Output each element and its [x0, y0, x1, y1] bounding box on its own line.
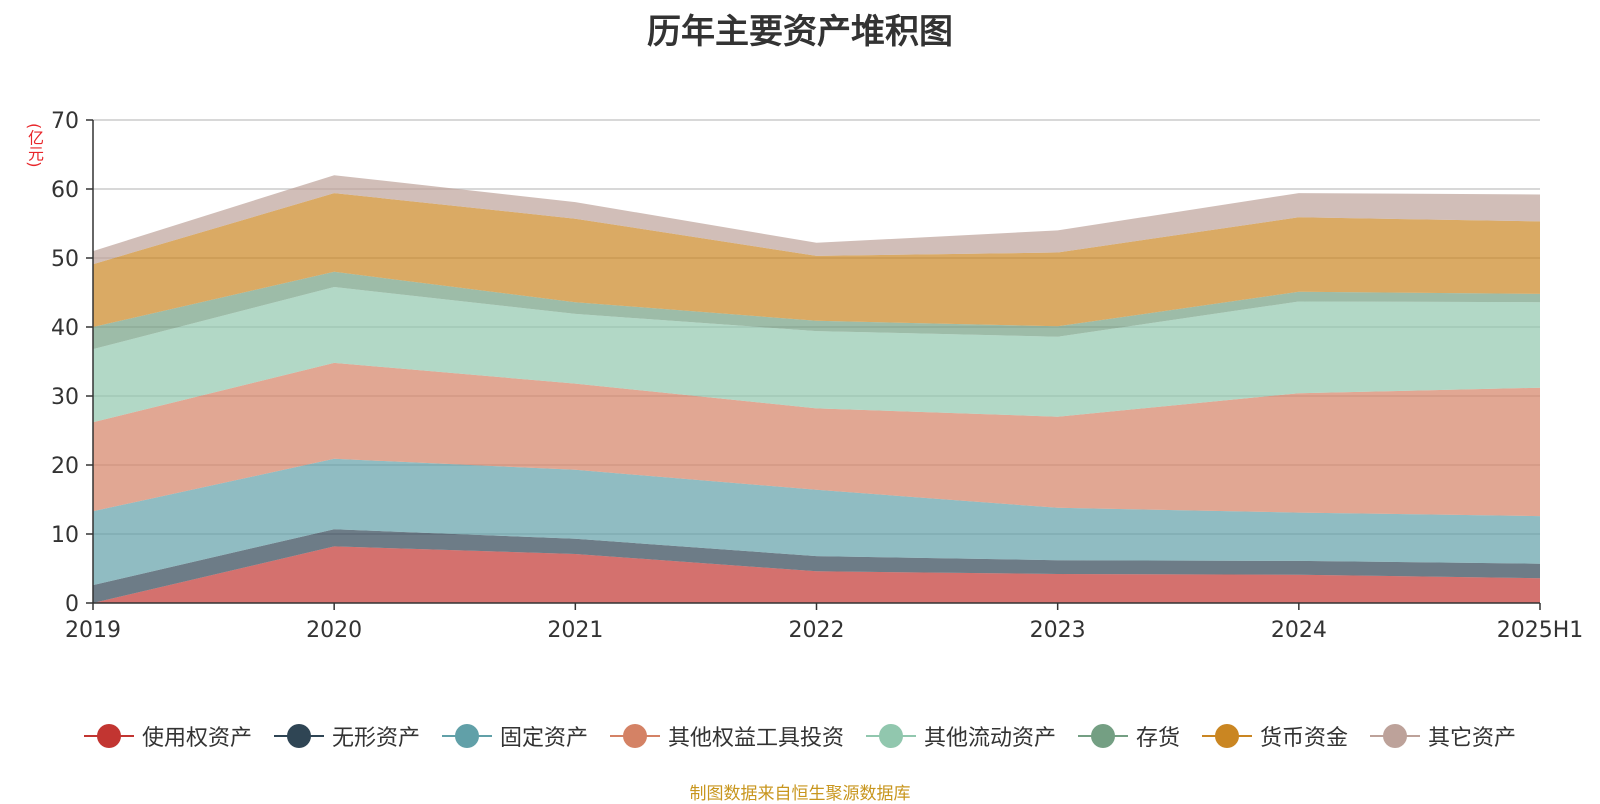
legend-marker-icon — [1078, 723, 1129, 749]
legend-label: 使用权资产 — [141, 726, 252, 751]
axes: 0 10 20 30 40 50 60 70 2019 2020 2021 2022 2023 2024 2… — [51, 109, 1583, 643]
legend-marker-icon — [1370, 723, 1421, 749]
area-series-0 — [93, 546, 1540, 603]
y-tick-label: 10 — [51, 523, 79, 548]
x-tick-label: 2023 — [1030, 618, 1086, 643]
y-tick-label: 30 — [51, 385, 79, 410]
x-tick-label: 2020 — [306, 618, 362, 643]
area-series-1 — [93, 529, 1540, 603]
legend-marker-icon — [1202, 723, 1253, 749]
legend-item[interactable]: 其他流动资产 — [866, 720, 1056, 752]
y-tick-label: 70 — [51, 109, 79, 134]
legend-marker-icon — [83, 723, 134, 749]
legend-marker-icon — [609, 723, 660, 749]
legend-label: 固定资产 — [499, 726, 588, 751]
legend-item[interactable]: 其它资产 — [1370, 720, 1516, 752]
legend-marker-icon — [866, 723, 916, 749]
y-tick-label: 60 — [51, 178, 79, 203]
area-series-2 — [93, 458, 1540, 586]
x-tick-label: 2021 — [547, 618, 603, 643]
legend-item[interactable]: 无形资产 — [273, 720, 420, 752]
y-tick-label: 0 — [65, 592, 79, 617]
legend-label: 其它资产 — [1428, 726, 1517, 751]
legend-item[interactable]: 固定资产 — [441, 720, 588, 752]
legend-item[interactable]: 其他权益工具投资 — [609, 720, 844, 752]
stacked-area-chart: 0 10 20 30 40 50 60 70 2019 2020 2021 2022 2023 2024 2… — [51, 109, 1583, 643]
legend-label: 其他权益工具投资 — [667, 726, 844, 751]
legend-marker-icon — [441, 723, 492, 749]
area-series-5 — [93, 271, 1540, 350]
legend-label: 货币资金 — [1260, 726, 1349, 751]
legend-label: 无形资产 — [331, 726, 420, 751]
chart-title: 历年主要资产堆积图 — [647, 12, 953, 52]
y-tick-label: 20 — [51, 454, 79, 479]
x-tick-label: 2025H1 — [1497, 618, 1584, 643]
legend-label: 其他流动资产 — [924, 726, 1057, 751]
area-series-7 — [93, 175, 1540, 265]
legend-item[interactable]: 货币资金 — [1202, 720, 1348, 752]
area-series-6 — [93, 193, 1540, 327]
legend-marker-icon — [273, 723, 324, 749]
x-tick-label: 2019 — [65, 618, 121, 643]
legend-label: 存货 — [1136, 726, 1181, 751]
area-series-4 — [93, 287, 1540, 423]
x-tick-label: 2022 — [789, 618, 845, 643]
source-note: 制图数据来自恒生聚源数据库 — [689, 784, 911, 804]
area-series-layer — [93, 175, 1540, 603]
x-tick-label: 2024 — [1271, 618, 1327, 643]
legend-item[interactable]: 使用权资产 — [83, 720, 252, 752]
area-series-3 — [93, 362, 1540, 517]
legend-item[interactable]: 存货 — [1078, 720, 1180, 752]
y-tick-label: 40 — [51, 316, 79, 341]
y-axis-unit-label: (亿元) — [25, 122, 44, 168]
legend: 使用权资产 无形资产 固定资产 其他权益工具投资 其他流动资产 存货 货币资金 其它资产 — [0, 718, 1600, 754]
y-tick-label: 50 — [51, 247, 79, 272]
